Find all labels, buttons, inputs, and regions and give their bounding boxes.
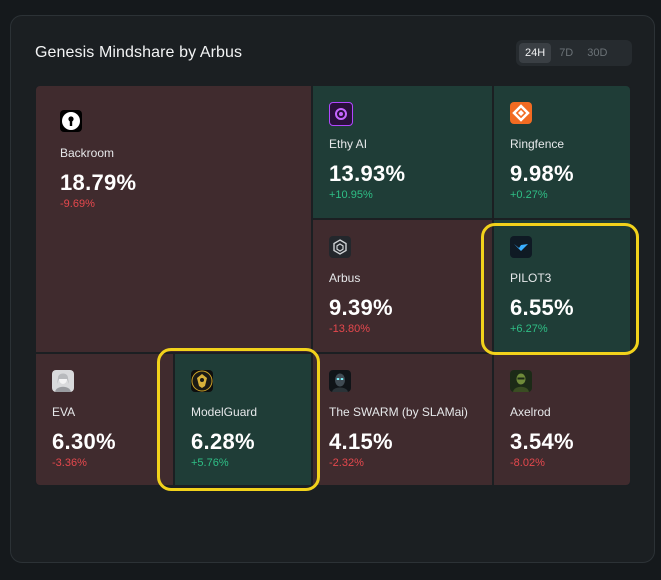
tile-name: Axelrod <box>510 405 551 419</box>
tile-share: 13.93% <box>329 161 406 186</box>
range-tab-30d[interactable]: 30D <box>587 47 608 59</box>
tile-change: +5.76% <box>191 457 229 469</box>
tile-change: -3.36% <box>52 457 87 469</box>
tile-change: -9.69% <box>60 198 95 210</box>
tile-ringfence[interactable]: Ringfence 9.98% +0.27% <box>493 85 631 219</box>
tile-share: 18.79% <box>60 170 137 195</box>
range-tab-24h[interactable]: 24H <box>519 43 552 63</box>
tile-change: +6.27% <box>510 323 548 335</box>
axelrod-avatar-icon <box>510 370 532 392</box>
tile-change: -2.32% <box>329 457 364 469</box>
pilot3-logo-icon <box>510 236 532 258</box>
arbus-logo-icon <box>329 236 351 258</box>
ringfence-logo-icon <box>510 102 532 124</box>
ethy-ai-logo-icon <box>329 102 353 126</box>
tile-change: +0.27% <box>510 189 548 201</box>
tile-share: 6.55% <box>510 295 574 320</box>
tile-name: ModelGuard <box>191 405 258 419</box>
tile-modelguard[interactable]: ModelGuard 6.28% +5.76% <box>174 353 312 486</box>
tile-eva[interactable]: EVA 6.30% -3.36% <box>35 353 174 486</box>
tile-share: 3.54% <box>510 429 574 454</box>
tile-name: EVA <box>52 405 76 419</box>
tile-arbus[interactable]: Arbus 9.39% -13.80% <box>312 219 493 353</box>
tile-name: PILOT3 <box>510 271 552 285</box>
tile-change: -13.80% <box>329 323 370 335</box>
tile-name: Ethy AI <box>329 137 368 151</box>
tile-pilot3[interactable]: PILOT3 6.55% +6.27% <box>493 219 631 353</box>
tile-share: 9.39% <box>329 295 393 320</box>
tile-backroom[interactable]: Backroom 18.79% -9.69% <box>35 85 312 353</box>
tile-ethy-ai[interactable]: Ethy AI 13.93% +10.95% <box>312 85 493 219</box>
tile-share: 6.28% <box>191 429 255 454</box>
tile-axelrod[interactable]: Axelrod 3.54% -8.02% <box>493 353 631 486</box>
tile-name: Ringfence <box>510 137 565 151</box>
tile-share: 9.98% <box>510 161 574 186</box>
tile-the-swarm[interactable]: The SWARM (by SLAMai) 4.15% -2.32% <box>312 353 493 486</box>
tile-change: -8.02% <box>510 457 545 469</box>
tile-share: 4.15% <box>329 429 393 454</box>
tile-name: Arbus <box>329 271 361 285</box>
eva-avatar-icon <box>52 370 74 392</box>
card-title: Genesis Mindshare by Arbus <box>35 44 243 61</box>
range-tabs: 24H 7D 30D <box>516 40 632 66</box>
swarm-avatar-icon <box>329 370 351 392</box>
tile-name: Backroom <box>60 146 115 160</box>
tile-change: +10.95% <box>329 189 373 201</box>
keyhole-icon <box>60 110 82 132</box>
modelguard-logo-icon <box>191 370 213 392</box>
tile-name: The SWARM (by SLAMai) <box>329 405 468 419</box>
tile-share: 6.30% <box>52 429 116 454</box>
range-tab-7d[interactable]: 7D <box>559 47 574 59</box>
